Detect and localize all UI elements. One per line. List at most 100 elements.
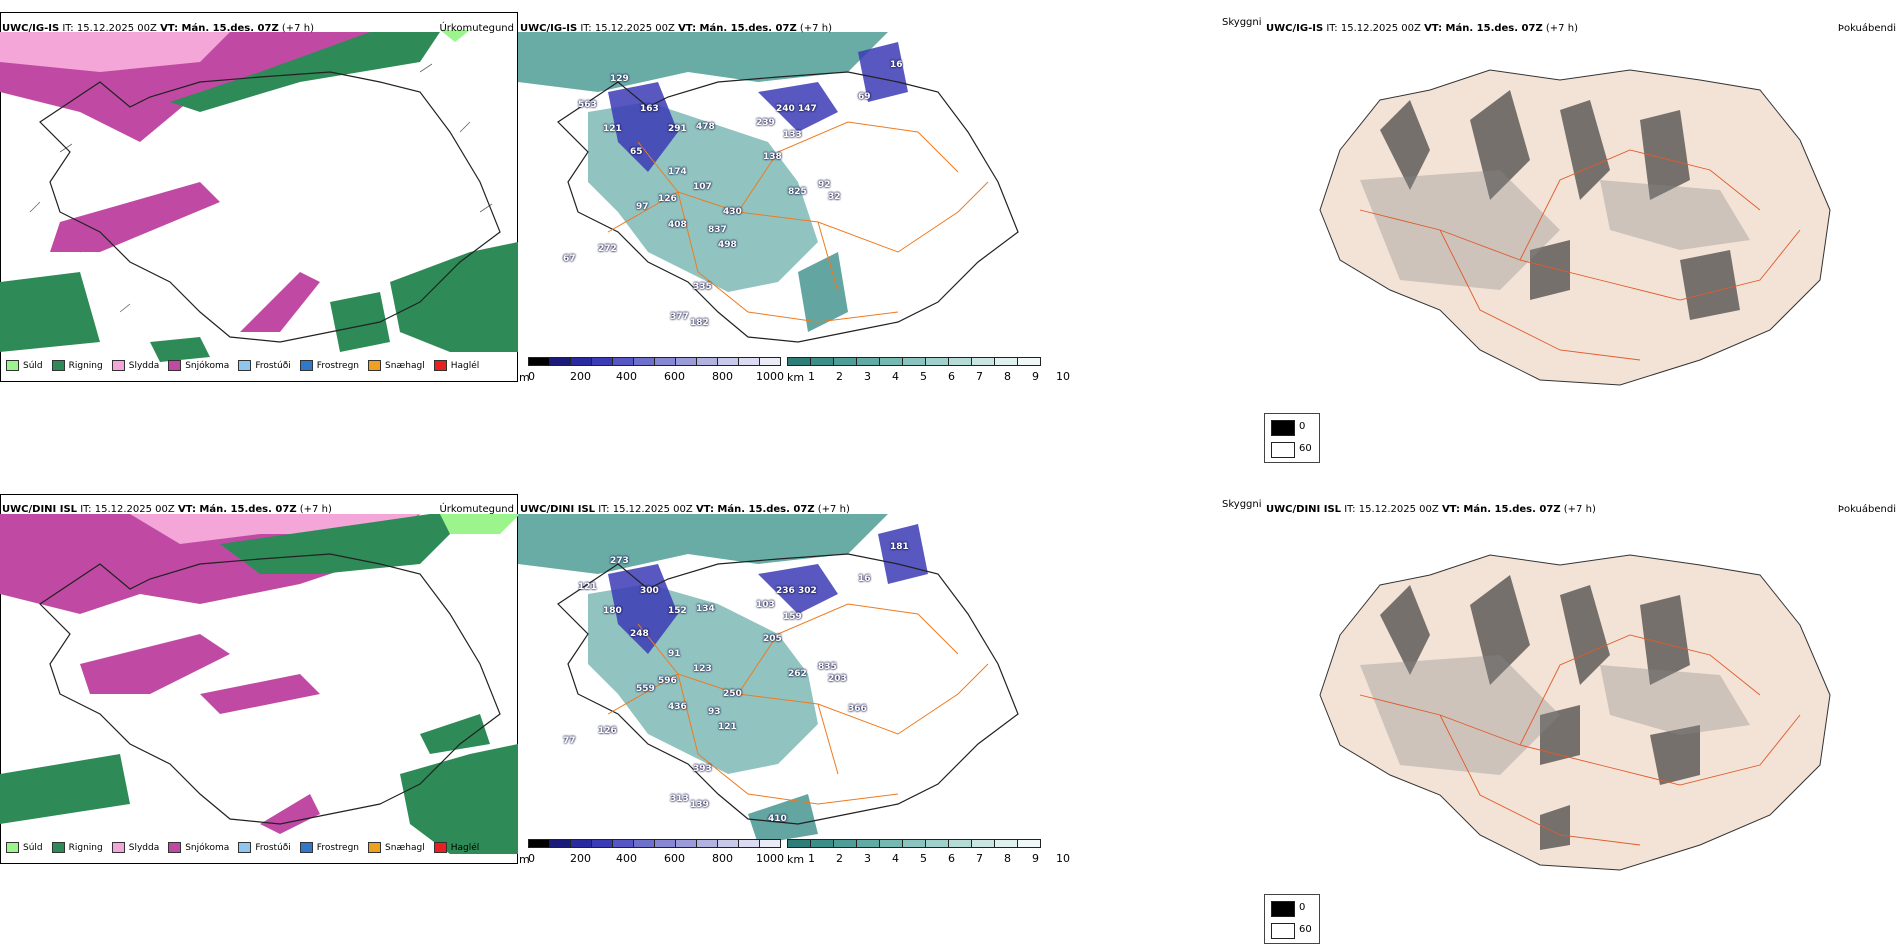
cloud-base-label: 436: [668, 702, 687, 712]
panel-header-bottom-left: UWC/DINI ISL IT: 15.12.2025 00Z VT: Mán.…: [2, 504, 332, 515]
legend-item: Haglél: [433, 842, 479, 853]
precip-type-panel-bottom: Súld Rigning Slydda Snjókoma Frostúði Fr…: [0, 494, 518, 864]
cloud-base-label: 138: [763, 152, 782, 162]
cloudbase-colorbar-top: [528, 357, 781, 366]
cloud-base-label: 16: [890, 60, 903, 70]
cloud-title-top: Skyggni: [1222, 17, 1262, 28]
fog-grey-areas: [1360, 170, 1750, 290]
snow-band: [50, 182, 220, 252]
cloudcover-unit-top: km: [787, 371, 805, 384]
fog-grey-areas: [1360, 655, 1750, 775]
cloud-base-label: 181: [890, 542, 909, 552]
legend-item: Frostregn: [299, 842, 359, 853]
snow-band-2: [240, 272, 320, 332]
legend-item: Slydda: [111, 842, 159, 853]
cloud-base-label: 129: [610, 74, 629, 84]
legend-item: Súld: [6, 360, 43, 371]
fog-dark-areas: [1380, 90, 1740, 320]
precip-type-panel-top: Súld Rigning Slydda Snjókoma Frostúði Fr…: [0, 12, 518, 382]
fog-roads: [1359, 634, 1801, 846]
fog-map-top: [1319, 69, 1831, 386]
cloudbase-colorbar-bottom: [528, 839, 781, 848]
precip-type-map-bottom: [0, 494, 518, 864]
legend-item: Frostúði: [238, 842, 291, 853]
fog-legend-top: 0 60: [1264, 413, 1320, 463]
legend-item: Rigning: [51, 360, 103, 371]
fog-roads: [1359, 149, 1801, 361]
cloud-base-label: 408: [668, 220, 687, 230]
iceland-outline: [557, 71, 1019, 343]
cloud-base-label: 159: [783, 612, 802, 622]
fog-legend-bottom: 0 60: [1264, 894, 1320, 944]
cloud-base-label: 335: [693, 282, 712, 292]
cloud-panel-top: 129 163 291 478 563 121 65 174 107 126 97 408 837 498…: [518, 12, 1038, 382]
cloud-base-label: 93: [708, 707, 721, 717]
precip-type-title-top: Úrkomutegund: [439, 23, 514, 34]
road-network: [607, 603, 989, 805]
cloud-base-label: 32: [828, 192, 841, 202]
cloud-base-label: 273: [610, 556, 629, 566]
cloud-base-label: 139: [690, 800, 709, 810]
cloud-base-label: 77: [563, 736, 576, 746]
fog-title-top: Þokuábendi: [1837, 23, 1896, 34]
fog-panel-bottom: [1300, 515, 1860, 905]
precip-legend-top: Súld Rigning Slydda Snjókoma Frostúði Fr…: [6, 360, 488, 371]
cloud-base-label: 559: [636, 684, 655, 694]
cloud-base-label: 121: [718, 722, 737, 732]
cloud-base-label: 236: [776, 586, 795, 596]
cloudbase-ticks-bottom: 0 200 400 600 800 1000: [528, 852, 784, 865]
rain-area: [220, 514, 470, 574]
cloud-base-label: 430: [723, 207, 742, 217]
legend-item: Snæhagl: [368, 360, 425, 371]
cloudcover-unit-bottom: km: [787, 853, 805, 866]
cloud-base-label: 97: [636, 202, 649, 212]
cloud-base-label: 65: [630, 147, 643, 157]
cloud-base-label: 835: [818, 662, 837, 672]
fog-map-bottom: [1319, 554, 1831, 871]
cloudcover-ticks-top: 1 2 3 4 5 6 7 8 9 10: [808, 370, 1070, 383]
iceland-outline: [557, 553, 1019, 825]
cloud-cover-sea: [518, 32, 888, 92]
cloud-base-label: 126: [658, 194, 677, 204]
cloud-base-label: 377: [670, 312, 689, 322]
cloud-base-label: 67: [563, 254, 576, 264]
snow-bands: [80, 634, 320, 834]
cloudcover-colorbar-bottom: [787, 839, 1041, 848]
cloud-cover-sea: [518, 514, 888, 574]
cloud-base-label: 366: [848, 704, 867, 714]
cloud-base-label: 152: [668, 606, 687, 616]
cloud-base-label: 133: [783, 130, 802, 140]
cloud-base-label: 174: [668, 167, 687, 177]
cloud-base-label: 313: [670, 794, 689, 804]
sleet-area: [130, 514, 420, 544]
cloud-panel-bottom: 273 300 152 134 121 180 248 91 123 596 559 436 93 121…: [518, 494, 1038, 864]
cloudbase-unit-bottom: m: [519, 853, 530, 866]
cloud-base-label: 107: [693, 182, 712, 192]
panel-header-top-right: UWC/IG-IS IT: 15.12.2025 00Z VT: Mán. 15…: [1266, 23, 1578, 34]
cloud-base-label: 393: [693, 764, 712, 774]
legend-item: Snæhagl: [368, 842, 425, 853]
cloud-base-label: 16: [858, 574, 871, 584]
legend-item: Frostregn: [299, 360, 359, 371]
cloud-base-label: 498: [718, 240, 737, 250]
legend-item: Haglél: [433, 360, 479, 371]
panel-header-top-mid: UWC/IG-IS IT: 15.12.2025 00Z VT: Mán. 15…: [520, 23, 832, 34]
cloud-base-label: 291: [668, 124, 687, 134]
cloud-base-label: 240: [776, 104, 795, 114]
cloud-base-label: 134: [696, 604, 715, 614]
legend-item: Rigning: [51, 842, 103, 853]
panel-header-top-left: UWC/IG-IS IT: 15.12.2025 00Z VT: Mán. 15…: [2, 23, 314, 34]
iceland-outline: [39, 71, 501, 343]
precip-type-map-top: [0, 12, 518, 382]
legend-item: Snjókoma: [168, 360, 229, 371]
sleet-area: [0, 32, 230, 72]
rain-patches: [0, 242, 518, 362]
cloud-base-label: 248: [630, 629, 649, 639]
drizzle-area: [440, 30, 470, 42]
panel-header-bottom-mid: UWC/DINI ISL IT: 15.12.2025 00Z VT: Mán.…: [520, 504, 850, 515]
cloud-base-label: 239: [756, 118, 775, 128]
cloudcover-ticks-bottom: 1 2 3 4 5 6 7 8 9 10: [808, 852, 1070, 865]
legend-item: Súld: [6, 842, 43, 853]
cloud-base-label: 180: [603, 606, 622, 616]
cloud-base-label: 596: [658, 676, 677, 686]
